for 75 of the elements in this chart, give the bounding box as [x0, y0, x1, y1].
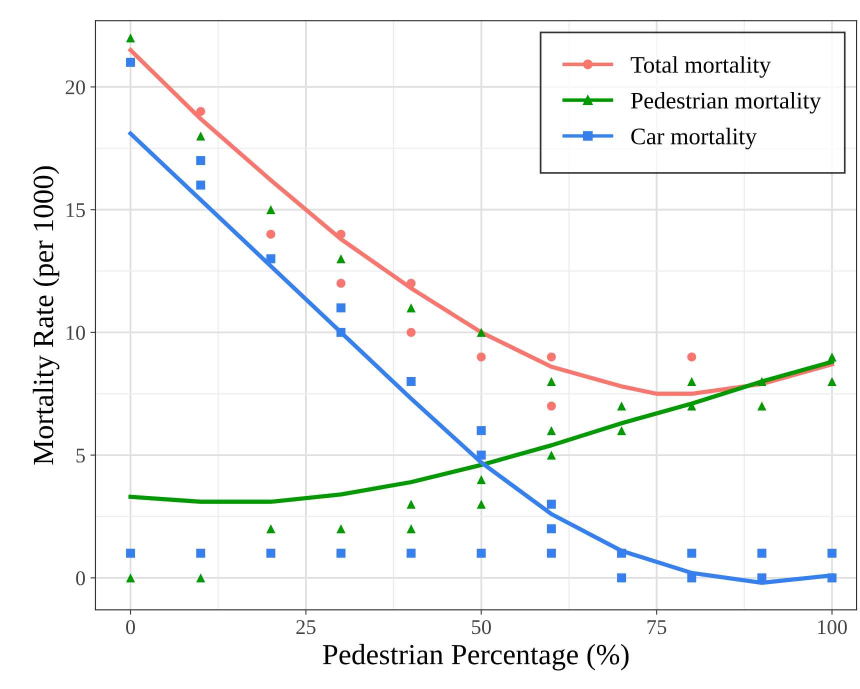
y-tick-label: 0 — [76, 571, 85, 586]
point — [406, 328, 416, 337]
x-tick-label: 50 — [472, 620, 491, 634]
point — [406, 524, 416, 534]
point — [266, 230, 276, 239]
point — [336, 278, 346, 288]
x-axis-title: Pedestrian Percentage (%) — [322, 644, 629, 670]
legend-label: Car mortality — [631, 128, 757, 150]
point — [126, 58, 136, 67]
point — [828, 573, 837, 582]
point — [406, 278, 416, 288]
point — [336, 303, 346, 312]
point — [476, 328, 486, 337]
y-tick-label: 20 — [66, 80, 85, 94]
point — [266, 254, 276, 264]
point — [336, 328, 346, 337]
legend-label: Pedestrian mortality — [631, 92, 822, 114]
y-tick-label: 15 — [66, 203, 85, 218]
point — [687, 352, 696, 362]
point — [406, 303, 416, 312]
point — [617, 402, 626, 411]
x-tick-label: 25 — [296, 620, 316, 634]
point — [757, 402, 766, 411]
point — [266, 524, 276, 534]
point — [196, 180, 206, 190]
point — [617, 426, 626, 436]
line-series — [128, 48, 834, 396]
point — [546, 500, 556, 509]
point — [546, 352, 556, 362]
point — [266, 205, 276, 214]
point — [476, 548, 486, 558]
point — [828, 352, 837, 362]
point — [546, 402, 556, 411]
point — [336, 230, 346, 239]
point — [476, 426, 486, 436]
point — [336, 254, 346, 264]
point — [196, 106, 206, 116]
point — [828, 376, 837, 386]
point — [617, 548, 626, 558]
x-tick-label: 75 — [648, 620, 666, 634]
point — [196, 548, 206, 558]
point — [687, 376, 696, 386]
point — [196, 573, 206, 582]
point — [126, 548, 136, 558]
point — [406, 500, 416, 509]
point — [476, 352, 486, 362]
point — [687, 548, 696, 558]
y-tick-label: 5 — [76, 448, 85, 463]
y-axis-title: Mortality Rate (per 1000) — [32, 166, 60, 465]
point — [196, 132, 206, 141]
point — [757, 376, 766, 386]
point — [617, 573, 626, 582]
point — [126, 573, 136, 582]
point — [546, 548, 556, 558]
point — [476, 475, 486, 484]
point — [546, 426, 556, 436]
point — [406, 376, 416, 386]
point — [476, 500, 486, 509]
point — [546, 376, 556, 386]
point — [687, 573, 696, 582]
point — [476, 450, 486, 460]
point — [406, 548, 416, 558]
x-tick-label: 100 — [818, 620, 847, 634]
point — [196, 156, 206, 166]
point — [546, 524, 556, 534]
point — [126, 33, 136, 42]
point — [546, 450, 556, 460]
y-tick-label: 10 — [66, 326, 85, 340]
point — [336, 524, 346, 534]
point — [336, 548, 346, 558]
point — [757, 548, 766, 558]
x-tick-label: 0 — [126, 620, 135, 634]
legend-label: Total mortality — [630, 56, 771, 78]
point — [828, 548, 837, 558]
point — [266, 548, 276, 558]
